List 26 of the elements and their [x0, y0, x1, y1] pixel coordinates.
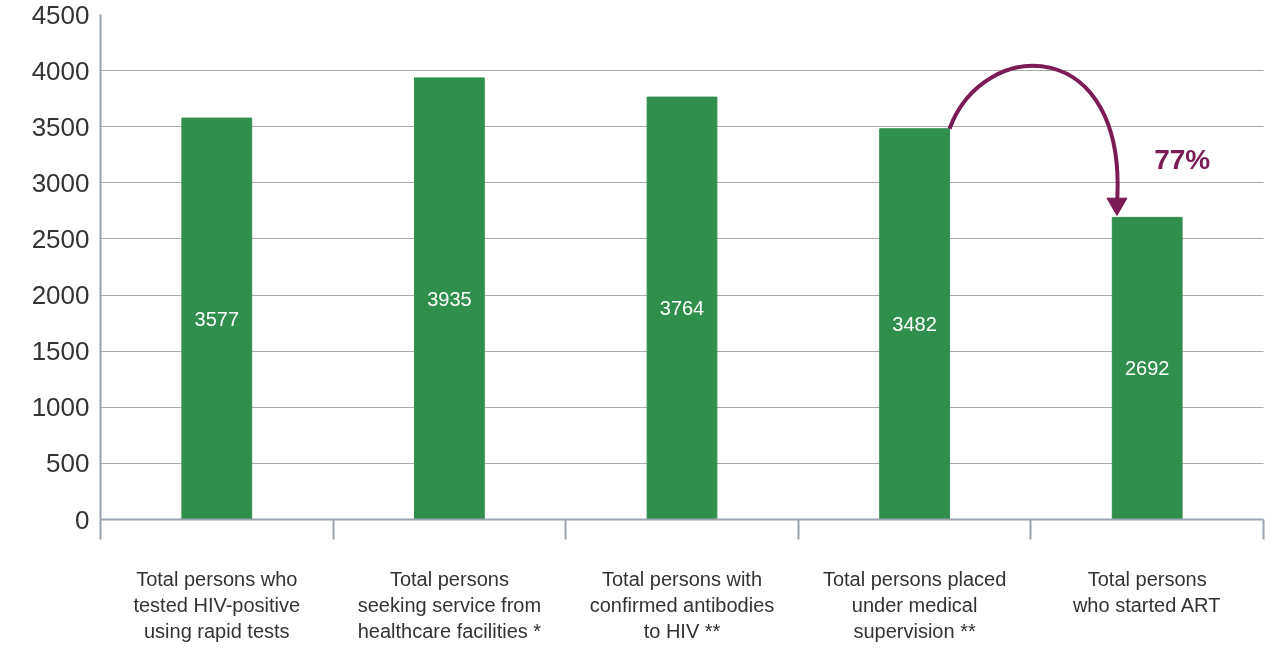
bar [181, 117, 253, 520]
y-tick-label: 0 [75, 504, 90, 535]
y-tick-label: 3500 [31, 111, 90, 142]
y-tick-label: 1500 [31, 336, 90, 367]
y-tick-label: 500 [46, 448, 90, 479]
annotation: 77% [1154, 143, 1211, 175]
y-tick-label: 4500 [31, 0, 90, 30]
y-tick-label: 1000 [31, 392, 90, 423]
data-label: 3764 [659, 297, 705, 320]
data-label: 3935 [427, 287, 472, 310]
x-tick-label: Total persons who started ART [1071, 567, 1221, 616]
x-tick-label: Total persons placed under medical supervision ** [822, 567, 1007, 643]
data-label: 3482 [892, 313, 937, 336]
y-tick-label: 2500 [31, 223, 90, 254]
bar [414, 77, 485, 520]
y-tick-label: 3000 [31, 167, 90, 198]
x-tick-label: Total persons with confirmed antibodies to HIV ** [589, 567, 775, 643]
y-tick-label: 4000 [31, 55, 90, 86]
data-label: 2692 [1124, 357, 1170, 380]
bar [646, 96, 718, 520]
bar [1111, 216, 1183, 520]
x-tick-label: Total persons who tested HIV-positive using rapid tests [133, 567, 301, 643]
bar [879, 128, 950, 520]
x-tick-label: Total persons seeking service from healthcare facilities * [357, 567, 542, 643]
y-tick-label: 2000 [31, 280, 90, 311]
data-label: 3577 [194, 307, 240, 330]
